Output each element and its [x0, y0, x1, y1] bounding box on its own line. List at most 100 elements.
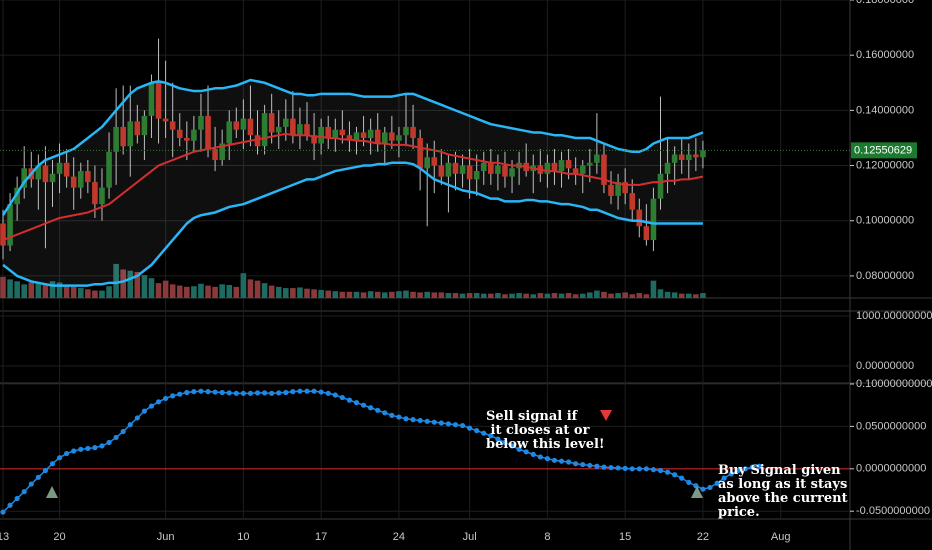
oscillator-point: [127, 422, 133, 428]
volume-bars: [0, 263, 706, 298]
oscillator-point: [396, 414, 402, 420]
oscillator-point: [424, 418, 430, 424]
oscillator-point: [742, 466, 748, 472]
time-tick-label: 8: [544, 531, 550, 543]
candle-body: [643, 226, 650, 241]
volume-bar: [21, 284, 28, 298]
volume-bar: [198, 283, 204, 298]
volume-bar: [523, 293, 529, 298]
oscillator-point: [283, 389, 289, 396]
volume-bar: [268, 285, 275, 298]
oscillator-point: [382, 410, 388, 416]
oscillator-point: [679, 475, 685, 481]
volume-bar: [537, 293, 544, 298]
candle-body: [162, 118, 169, 122]
oscillator-point: [106, 439, 112, 446]
candle-body: [42, 165, 49, 183]
candle-body: [587, 162, 593, 166]
volume-bar: [480, 293, 487, 298]
volume-bar: [205, 285, 211, 298]
volume-bar: [261, 283, 268, 298]
oscillator-point: [64, 450, 70, 457]
volume-bar: [700, 293, 706, 298]
candle-body: [615, 182, 621, 196]
oscillator-point: [290, 389, 296, 395]
oscillator-pane: [0, 388, 850, 515]
candle-body: [367, 129, 374, 138]
oscillator-point: [14, 495, 20, 502]
osc-tick-label: 0.10000000000: [856, 378, 932, 390]
volume-bar: [304, 288, 310, 298]
oscillator-point: [353, 400, 360, 406]
volume-bar: [509, 293, 515, 298]
volume-bar: [615, 293, 621, 298]
volume-bar: [191, 286, 197, 298]
volume-bar: [106, 286, 112, 298]
volume-bar: [693, 294, 699, 298]
candle-body: [389, 132, 395, 141]
current-price-label: 0.12550629: [854, 144, 912, 156]
volume-bar: [374, 291, 381, 298]
buy-marker-triangle: [691, 486, 703, 498]
oscillator-point: [318, 389, 324, 395]
candle-body: [360, 132, 367, 138]
oscillator-point: [544, 456, 550, 462]
candle-body: [374, 129, 381, 144]
time-tick-label: 13: [0, 531, 9, 543]
oscillator-point: [375, 407, 381, 413]
volume-bar: [551, 293, 558, 298]
candle-body: [509, 168, 515, 177]
volume-bar: [233, 286, 240, 298]
oscillator-point: [481, 430, 487, 436]
candle-body: [346, 135, 353, 141]
volume-bar: [495, 293, 501, 298]
candle-body: [35, 165, 42, 180]
price-tick-label: 0.12000000: [856, 159, 914, 171]
oscillator-point: [28, 481, 34, 487]
volume-bar: [664, 291, 671, 298]
volume-bar: [311, 289, 317, 298]
oscillator-point: [325, 390, 331, 396]
candle-body: [261, 113, 268, 147]
oscillator-point: [488, 433, 494, 439]
oscillator-point: [261, 390, 268, 396]
volume-bar: [608, 293, 614, 298]
candle-body: [275, 126, 282, 133]
candle-body: [283, 118, 289, 127]
oscillator-line: [2, 390, 760, 513]
oscillator-point: [714, 480, 720, 486]
oscillator-point: [170, 393, 176, 399]
oscillator-point: [728, 471, 734, 477]
oscillator-point: [0, 509, 6, 515]
candle-body: [410, 126, 416, 138]
volume-bar: [572, 294, 579, 298]
oscillator-point: [141, 408, 147, 414]
candle-body: [459, 165, 466, 174]
oscillator-point: [297, 388, 303, 394]
candle-body: [226, 121, 233, 144]
osc-tick-label: -0.0500000000: [856, 505, 930, 517]
oscillator-point: [120, 428, 126, 435]
candle-body: [650, 198, 657, 241]
oscillator-point: [332, 392, 338, 398]
volume-bar: [127, 270, 134, 298]
volume-bar: [14, 281, 20, 298]
oscillator-point: [148, 403, 155, 409]
volume-bar: [629, 294, 636, 298]
volume-bar: [459, 293, 466, 298]
oscillator-point: [360, 402, 367, 408]
oscillator-point: [247, 390, 254, 396]
oscillator-point: [551, 457, 558, 463]
oscillator-point: [587, 462, 593, 469]
candle-body: [480, 162, 487, 172]
volume-bar: [318, 289, 324, 298]
oscillator-point: [198, 388, 204, 394]
bollinger-upper-line: [1, 78, 704, 216]
time-tick-label: 22: [697, 531, 709, 543]
candle-body: [70, 176, 77, 188]
candle-body: [664, 162, 671, 174]
candle-body: [657, 173, 664, 199]
volume-bar: [403, 290, 409, 298]
oscillator-point: [438, 420, 444, 426]
